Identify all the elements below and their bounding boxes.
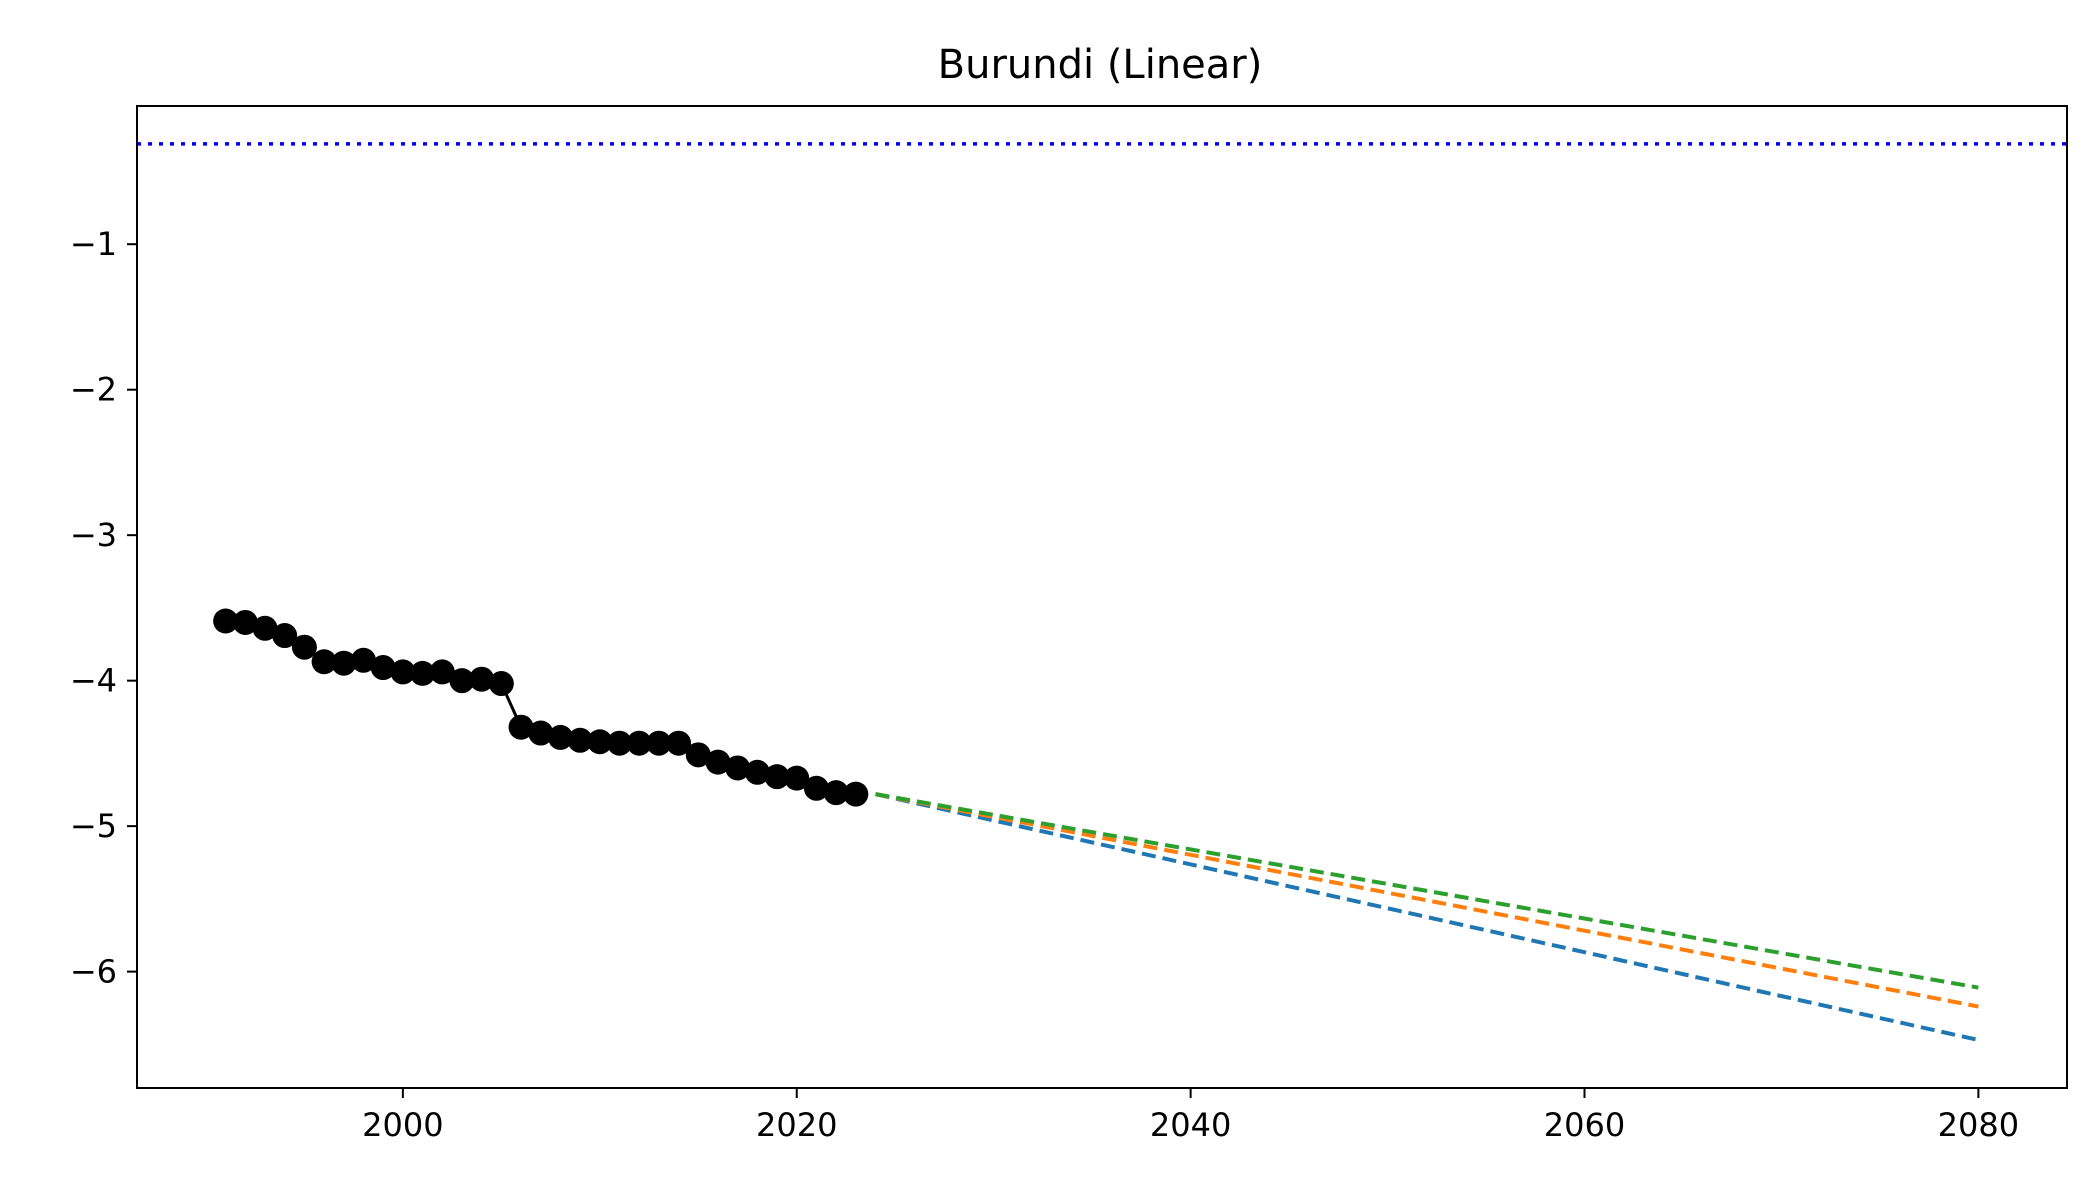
observed-point <box>331 650 357 676</box>
observed-point <box>449 668 475 694</box>
observed-point <box>410 660 436 686</box>
chart-title: Burundi (Linear) <box>938 42 1263 88</box>
observed-point <box>823 780 849 806</box>
observed-point <box>429 659 455 685</box>
observed-point <box>725 755 751 781</box>
observed-point <box>390 659 416 685</box>
observed-point <box>567 727 593 753</box>
observed-point <box>508 714 534 740</box>
observed-point <box>488 671 514 697</box>
observed-point <box>646 730 672 756</box>
y-tick-label: −4 <box>70 662 117 700</box>
axes: 2000 2020 2040 2060 2080 −1 −2 −3 −4 −5 −6 <box>70 225 2019 1144</box>
observed-point <box>232 609 258 635</box>
y-tick-label: −2 <box>70 371 117 409</box>
plot-frame <box>136 105 2068 1089</box>
y-tick-label: −3 <box>70 516 117 554</box>
observed-point <box>705 749 731 775</box>
observed-point <box>370 655 396 681</box>
y-tick-label: −1 <box>70 225 117 263</box>
y-tick-label: −5 <box>70 807 117 845</box>
observed-point <box>213 608 239 634</box>
observed-point <box>291 634 317 660</box>
plot-content <box>137 142 2067 1042</box>
observed-point <box>547 724 573 750</box>
observed-point <box>469 666 495 692</box>
observed-point <box>744 759 770 785</box>
observed-point <box>784 765 810 791</box>
observed-point <box>685 742 711 768</box>
observed-point <box>626 730 652 756</box>
observed-point <box>843 781 869 807</box>
observed-point <box>803 775 829 801</box>
observed-point <box>272 623 298 649</box>
projection-line-3 <box>875 792 1979 990</box>
observed-point <box>607 730 632 756</box>
x-tick-label: 2000 <box>362 1106 443 1144</box>
x-tick-label: 2060 <box>1544 1106 1625 1144</box>
observed-point <box>587 729 613 755</box>
observed-point <box>252 615 278 641</box>
observed-point <box>350 647 376 673</box>
observed-point <box>666 730 692 756</box>
y-tick-label: −6 <box>70 953 117 991</box>
x-tick-label: 2020 <box>756 1106 837 1144</box>
projection-line-2 <box>875 792 1979 1009</box>
x-tick-label: 2040 <box>1150 1106 1231 1144</box>
observed-point <box>528 720 554 746</box>
observed-point <box>764 764 790 790</box>
observed-point <box>311 649 337 675</box>
x-tick-label: 2080 <box>1938 1106 2019 1144</box>
